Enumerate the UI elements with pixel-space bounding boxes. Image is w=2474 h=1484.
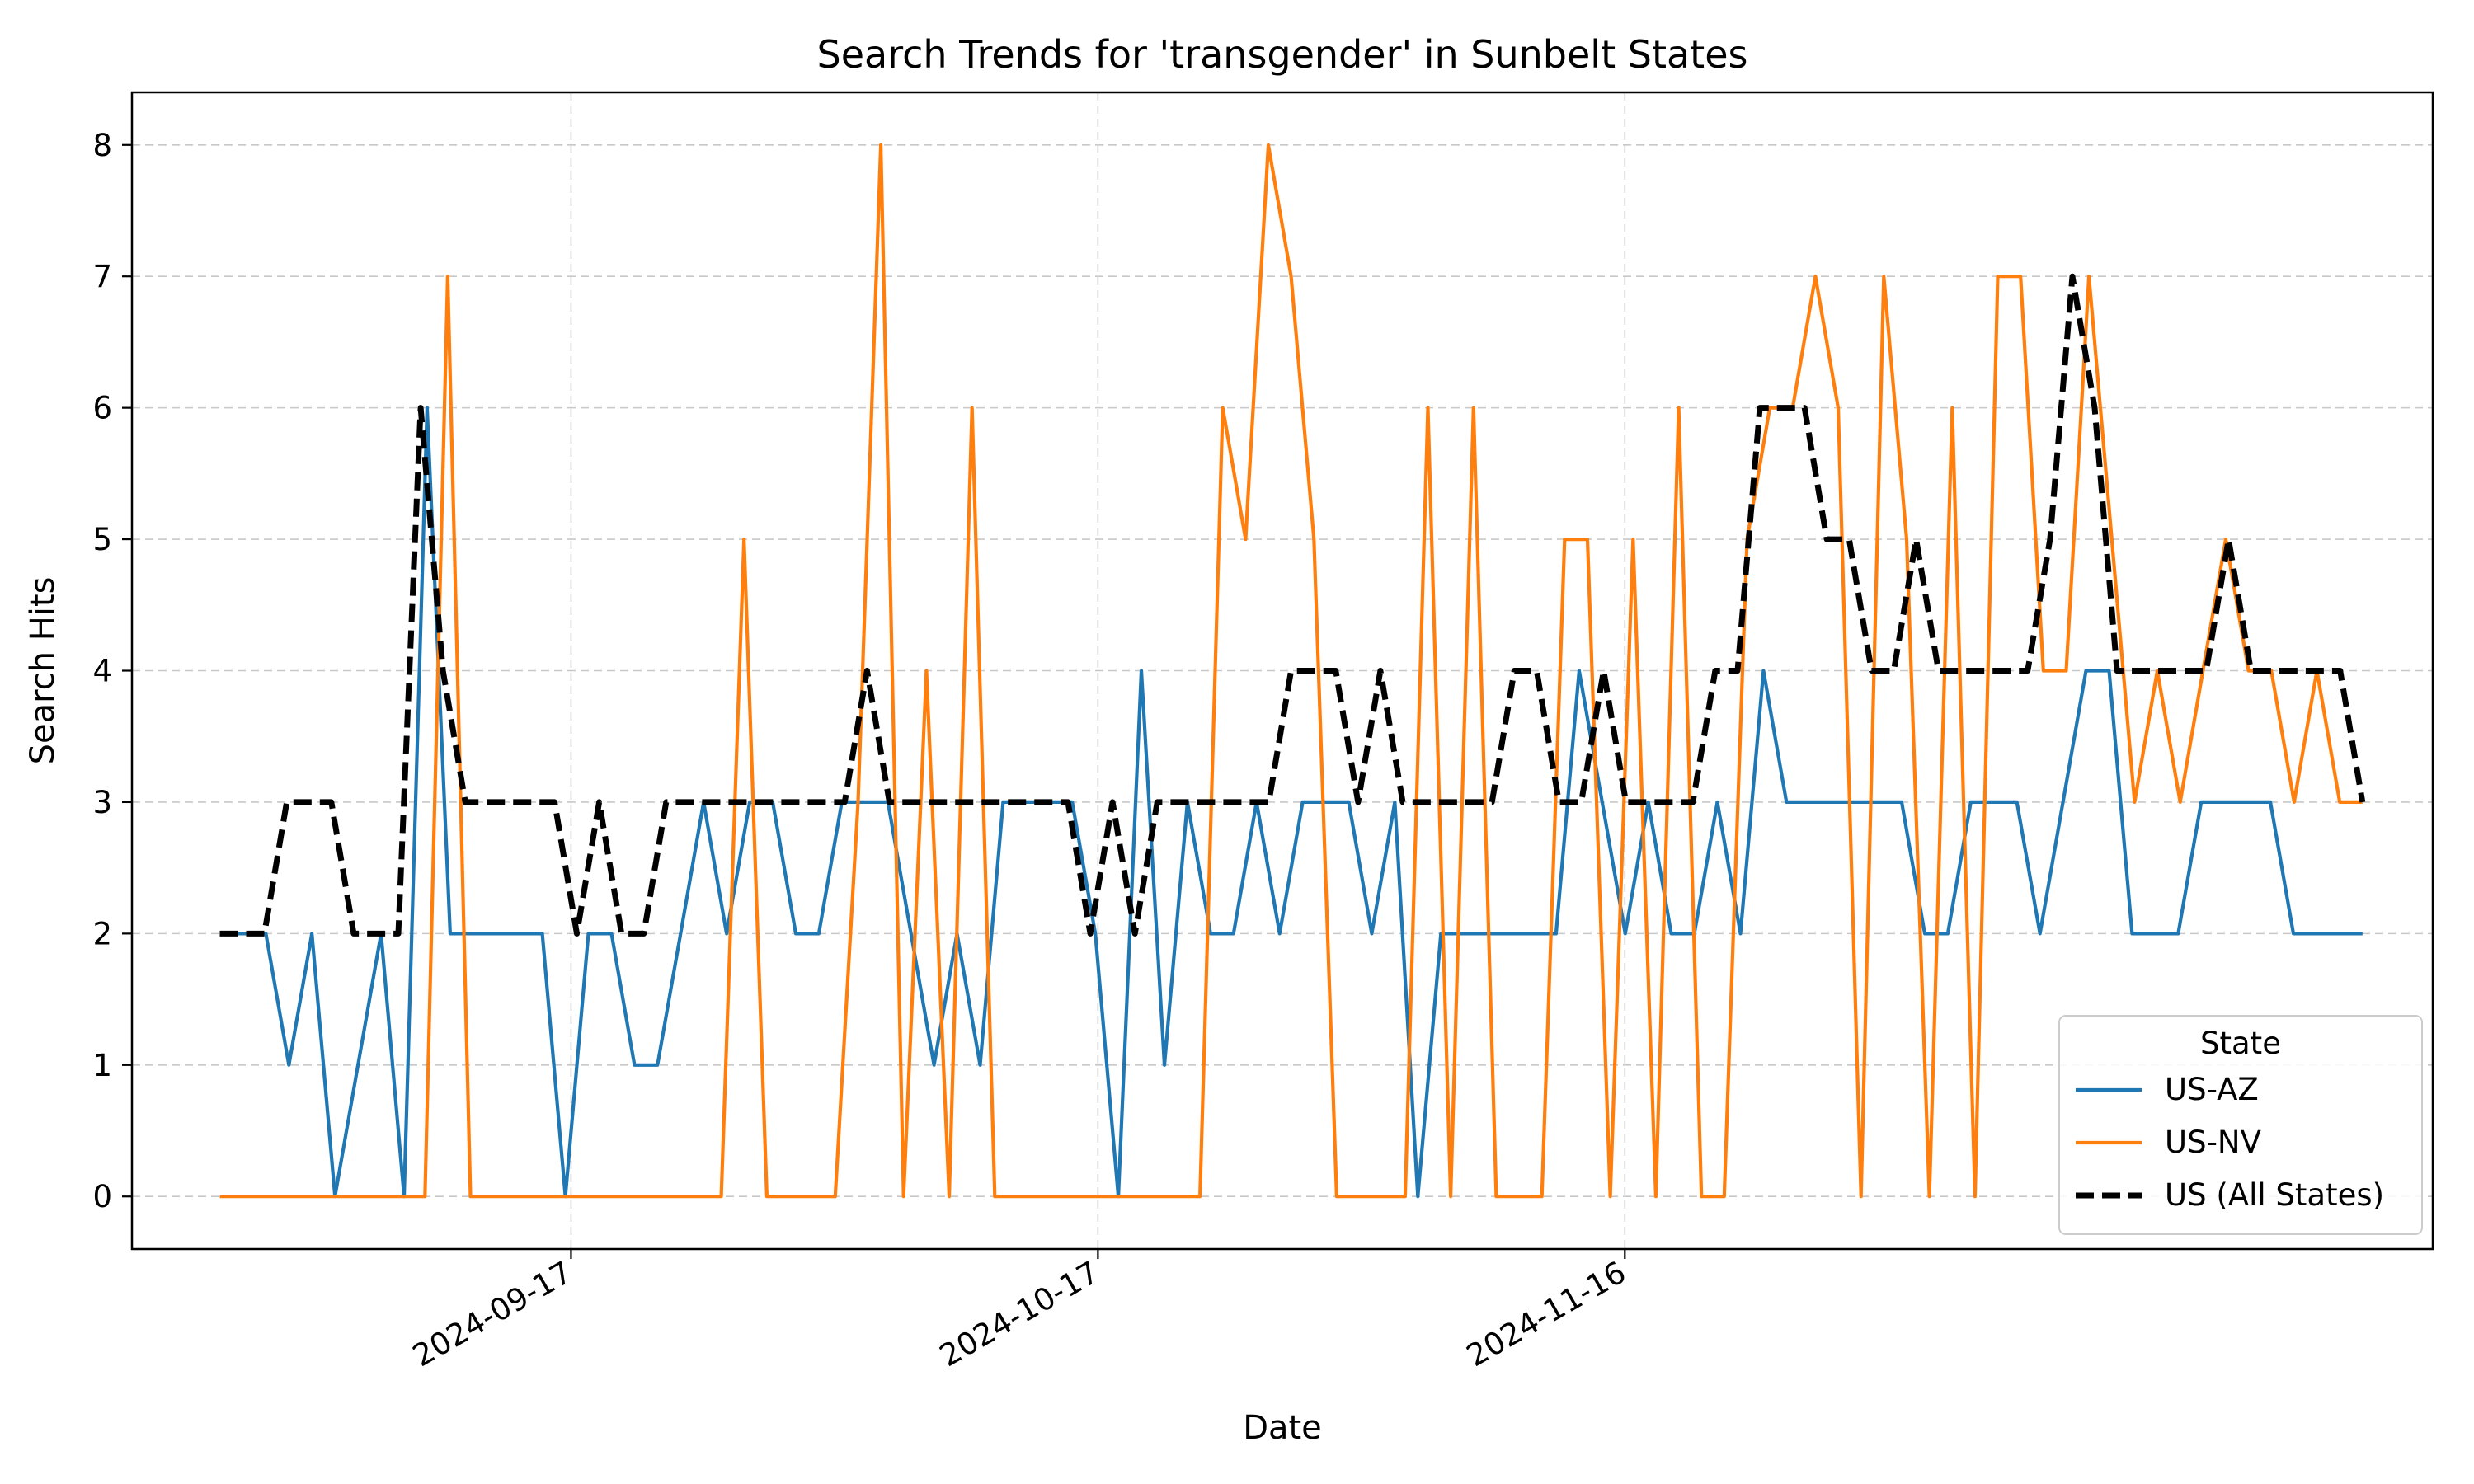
y-tick-label: 4 bbox=[92, 654, 112, 689]
legend: State US-AZ US-NV US (All States) bbox=[2058, 1015, 2423, 1235]
y-tick-label: 6 bbox=[92, 391, 112, 426]
legend-label: US-NV bbox=[2165, 1125, 2261, 1160]
series-line bbox=[219, 273, 2366, 937]
series-line bbox=[219, 406, 2363, 1199]
x-axis-label: Date bbox=[1243, 1409, 1322, 1447]
legend-label: US (All States) bbox=[2165, 1177, 2384, 1213]
legend-title: State bbox=[2200, 1026, 2281, 1061]
legend-box bbox=[2058, 1015, 2423, 1235]
y-tick-label: 3 bbox=[92, 785, 112, 820]
legend-label: US-AZ bbox=[2165, 1072, 2259, 1107]
y-tick-label: 8 bbox=[92, 128, 112, 163]
series-lines bbox=[219, 143, 2366, 1199]
y-tick-label: 5 bbox=[92, 522, 112, 557]
y-tick-label: 1 bbox=[92, 1048, 112, 1083]
y-tick-label: 0 bbox=[92, 1179, 112, 1214]
y-axis-label: Search Hits bbox=[24, 577, 62, 765]
chart-title: Search Trends for 'transgender' in Sunbe… bbox=[817, 32, 1748, 77]
y-tick-label: 2 bbox=[92, 916, 112, 951]
series-line bbox=[219, 143, 2363, 1199]
y-tick-label: 7 bbox=[92, 259, 112, 294]
